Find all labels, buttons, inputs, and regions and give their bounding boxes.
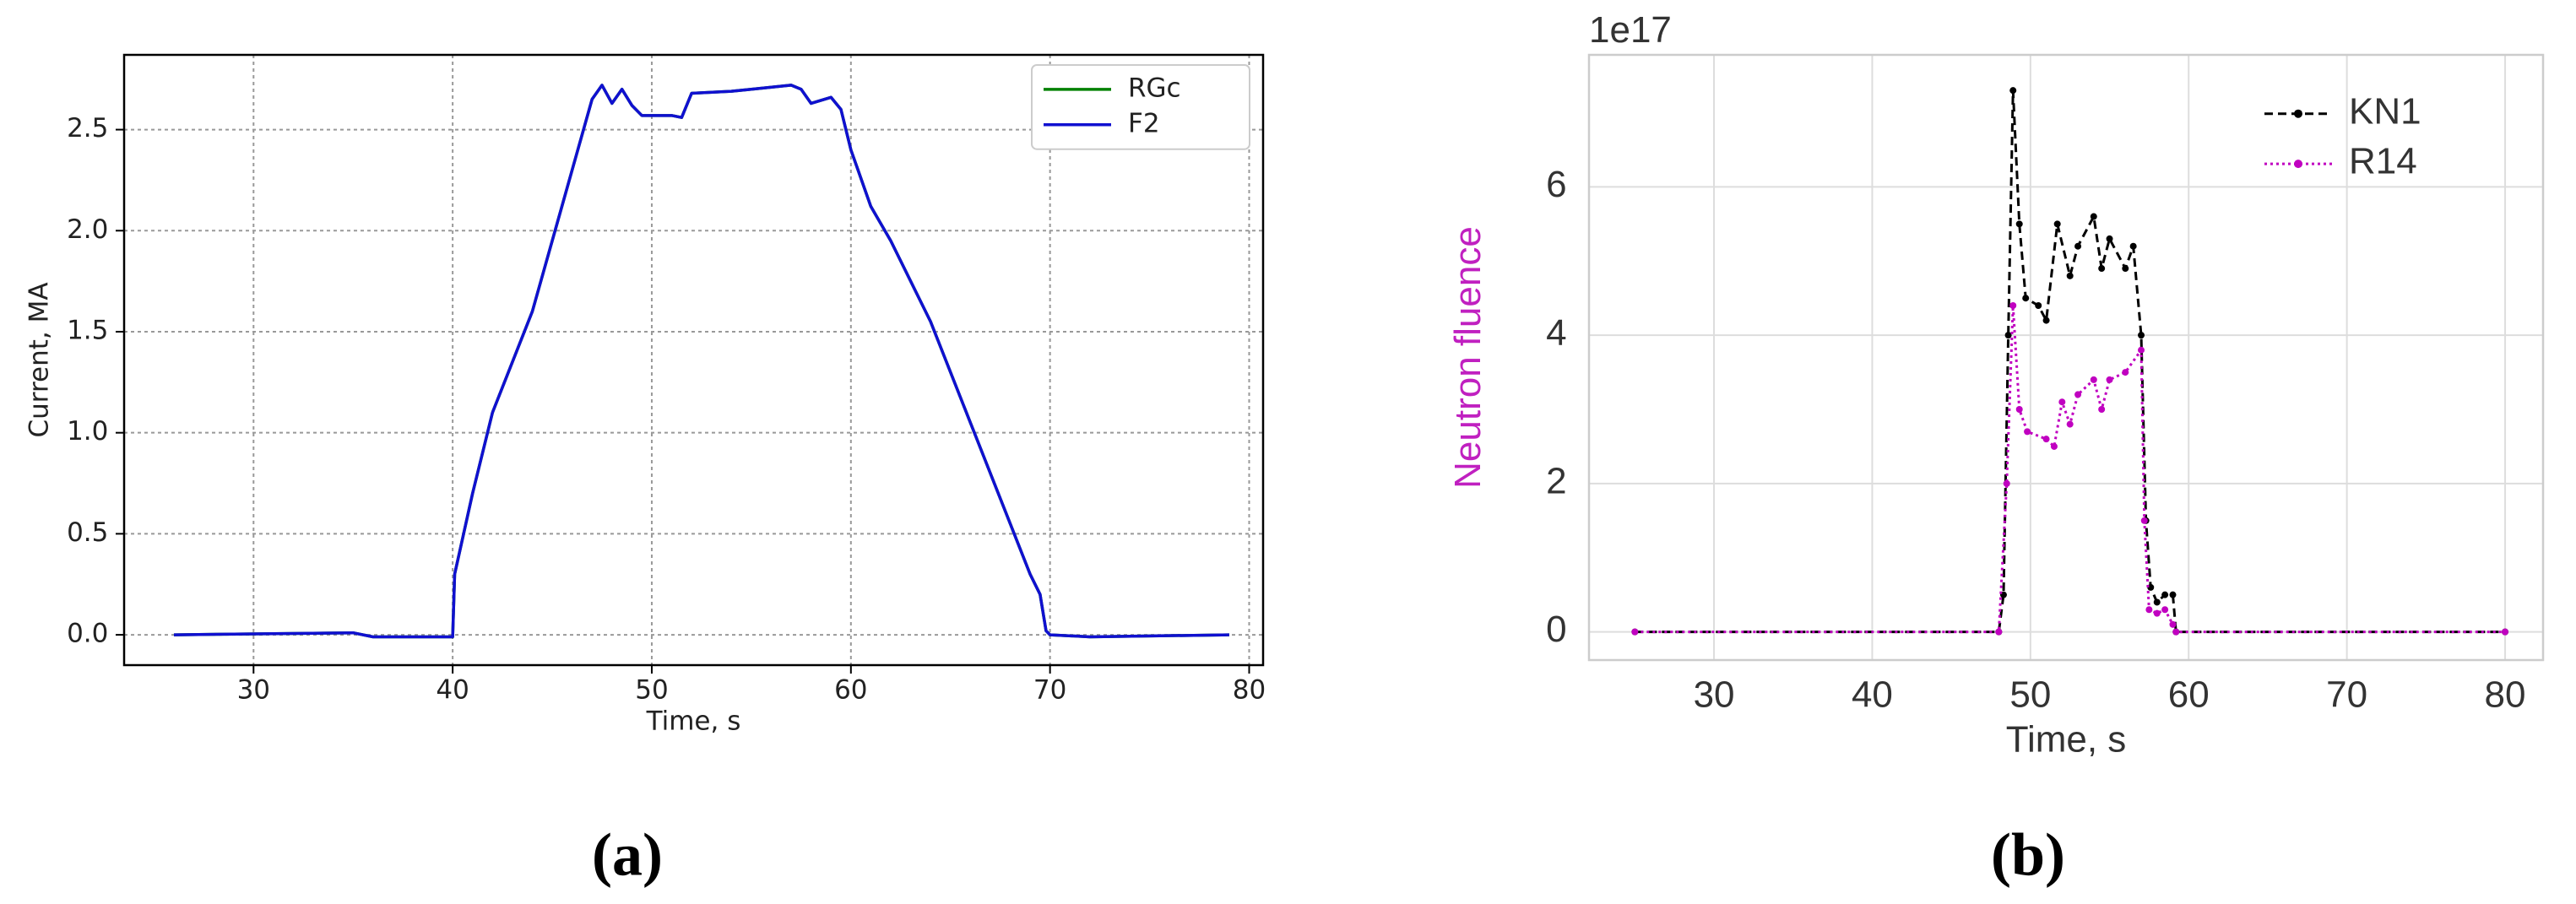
- y-tick-label: 1.0: [67, 416, 108, 447]
- y-tick-label: 6: [1546, 164, 1566, 205]
- series-marker: [2004, 332, 2012, 339]
- series-marker: [2098, 265, 2106, 273]
- x-axis-label: Time, s: [646, 706, 741, 737]
- series-marker: [2161, 591, 2169, 598]
- series-line: [173, 84, 1229, 639]
- panel-label: (b): [1991, 821, 2065, 889]
- x-tick-label: 60: [2168, 674, 2210, 716]
- x-tick-label: 60: [834, 675, 867, 706]
- series-marker: [2169, 591, 2177, 598]
- x-tick-label: 40: [1852, 674, 1893, 716]
- series-marker: [2050, 442, 2058, 450]
- y-tick-label: 0.0: [67, 619, 108, 649]
- y-tick-label: 2.5: [67, 113, 108, 143]
- x-tick-label: 70: [1033, 675, 1066, 706]
- series-marker: [2022, 295, 2030, 302]
- y-tick-label: 4: [1546, 312, 1566, 354]
- x-tick-label: 80: [1233, 675, 1266, 706]
- series-marker: [2074, 242, 2082, 250]
- series-marker: [2098, 406, 2106, 414]
- series-marker: [2122, 369, 2129, 376]
- series-marker: [2066, 420, 2074, 428]
- legend-label: F2: [1128, 108, 1160, 138]
- offset-text: 1e17: [1589, 9, 1672, 51]
- series-marker: [2129, 242, 2137, 250]
- series-marker: [2153, 598, 2161, 606]
- x-tick-label: 30: [1694, 674, 1735, 716]
- plot-frame: [1587, 53, 2545, 662]
- legend-label: RGc: [1128, 73, 1181, 103]
- series-marker: [2009, 87, 2017, 95]
- y-tick-label: 2.0: [67, 214, 108, 245]
- series-marker: [2090, 213, 2097, 220]
- legend-marker: [2294, 109, 2302, 118]
- x-axis-label: Time, s: [2006, 718, 2127, 760]
- y-tick-label: 1.5: [67, 315, 108, 345]
- series-marker: [2090, 376, 2097, 383]
- y-axis-label: Neutron fluence: [1447, 226, 1489, 489]
- plot-frame: [122, 53, 1265, 667]
- x-tick-label: 40: [436, 675, 469, 706]
- series-marker: [2066, 272, 2074, 279]
- series-marker: [1631, 628, 1639, 636]
- series-marker: [2502, 628, 2509, 636]
- series-marker: [2015, 220, 2023, 228]
- series-marker: [2042, 317, 2050, 324]
- series-marker: [2053, 220, 2061, 228]
- series-marker: [2172, 628, 2180, 636]
- series-marker: [2161, 606, 2169, 614]
- x-tick-label: 70: [2326, 674, 2367, 716]
- series-marker: [2122, 265, 2129, 273]
- panel-label: (a): [592, 821, 663, 889]
- series-marker: [2169, 620, 2177, 628]
- y-tick-label: 0: [1546, 609, 1566, 650]
- legend-marker: [2294, 160, 2302, 169]
- series-marker: [2024, 428, 2031, 436]
- series-marker: [2106, 235, 2113, 242]
- series-marker: [2058, 398, 2066, 406]
- x-tick-label: 80: [2485, 674, 2526, 716]
- series-marker: [2106, 376, 2113, 383]
- series-marker: [2138, 346, 2145, 354]
- y-axis-label: Current, MA: [24, 282, 54, 437]
- series-marker: [2138, 332, 2145, 339]
- series-marker: [2042, 436, 2050, 443]
- series-marker: [1995, 628, 2003, 636]
- legend-label: R14: [2349, 141, 2417, 182]
- legend-frame: [1031, 64, 1250, 150]
- legend-label: KN1: [2349, 90, 2421, 132]
- x-tick-label: 50: [2009, 674, 2051, 716]
- x-tick-label: 50: [635, 675, 668, 706]
- series-marker: [2009, 301, 2017, 309]
- series-marker: [2153, 609, 2161, 617]
- y-tick-label: 2: [1546, 461, 1566, 502]
- series-line: [173, 84, 1229, 639]
- series-marker: [2145, 606, 2153, 614]
- panel-a: 30 40 50 60 70 80 0.0 0.5 1.0 1.5 2.0 2.5 RGc F2 Time,…: [24, 53, 1266, 737]
- series-marker: [2003, 479, 2010, 487]
- y-tick-label: 0.5: [67, 517, 108, 548]
- series-line: [1635, 304, 2506, 634]
- series-marker: [2074, 391, 2082, 398]
- series-marker: [2140, 517, 2148, 524]
- x-tick-label: 30: [237, 675, 270, 706]
- series-marker: [2035, 301, 2042, 309]
- legend: RGc F2: [1031, 64, 1250, 150]
- series-marker: [2015, 406, 2023, 414]
